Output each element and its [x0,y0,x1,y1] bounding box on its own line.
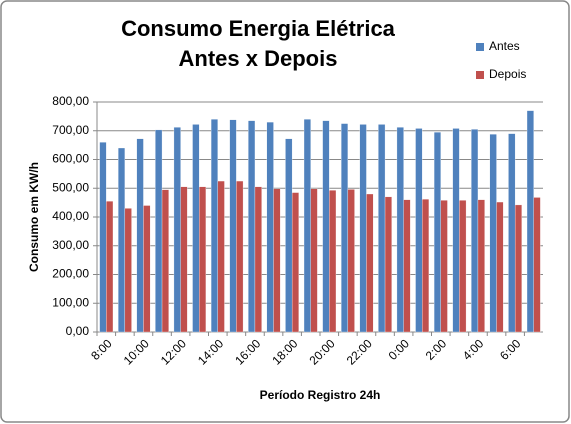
y-tick-label: 0,00 [66,324,90,338]
bar [254,186,262,333]
y-tick-label: 600,00 [52,152,89,166]
bar [124,208,132,333]
bar [199,186,207,333]
bar [229,119,237,333]
bar [526,110,534,333]
bar [514,204,522,333]
bar [155,129,163,333]
bar [422,199,430,333]
bar [273,188,281,333]
bar [236,180,244,333]
x-axis-title: Período Registro 24h [260,388,381,402]
bar [533,197,541,333]
legend-label: Antes [489,39,520,53]
bar [192,124,200,333]
y-axis-title: Consumo em KW/h [27,162,41,272]
bar [143,205,151,333]
y-tick-label: 100,00 [52,295,89,309]
chart-title: Consumo Energia Elétrica [121,16,396,41]
bar [359,124,367,333]
y-tick-label: 800,00 [52,94,89,108]
y-tick-label: 500,00 [52,180,89,194]
bar [248,120,256,333]
bar [459,200,467,333]
bar [291,192,299,333]
y-tick-label: 700,00 [52,123,89,137]
legend-swatch [476,43,484,51]
bar [452,128,460,333]
bar [384,196,392,333]
bar [440,200,448,333]
bar [303,119,311,333]
bar [285,138,293,333]
bar [403,199,411,333]
bar [396,127,404,333]
bar [471,129,479,333]
bar [161,189,169,333]
bar [496,201,504,333]
bar [180,186,188,333]
legend-label: Depois [489,67,526,81]
bar [477,199,485,333]
bar [210,119,218,333]
bar [366,193,374,333]
legend-swatch [476,71,484,79]
bar [329,190,337,333]
bar [118,147,126,333]
bar [341,123,349,333]
bar [106,201,114,333]
bar [266,121,274,333]
bar [99,142,107,333]
bar [415,128,423,333]
bar [136,138,144,333]
bar [347,189,355,333]
bar [173,127,181,333]
bar [378,124,386,333]
chart-title: Antes x Depois [179,46,338,71]
bar [217,180,225,333]
y-tick-label: 300,00 [52,238,89,252]
bar [508,133,516,333]
y-tick-label: 200,00 [52,267,89,281]
y-tick-label: 400,00 [52,209,89,223]
bar [489,134,497,333]
bar [322,120,330,333]
bar [433,132,441,333]
bar [310,188,318,333]
